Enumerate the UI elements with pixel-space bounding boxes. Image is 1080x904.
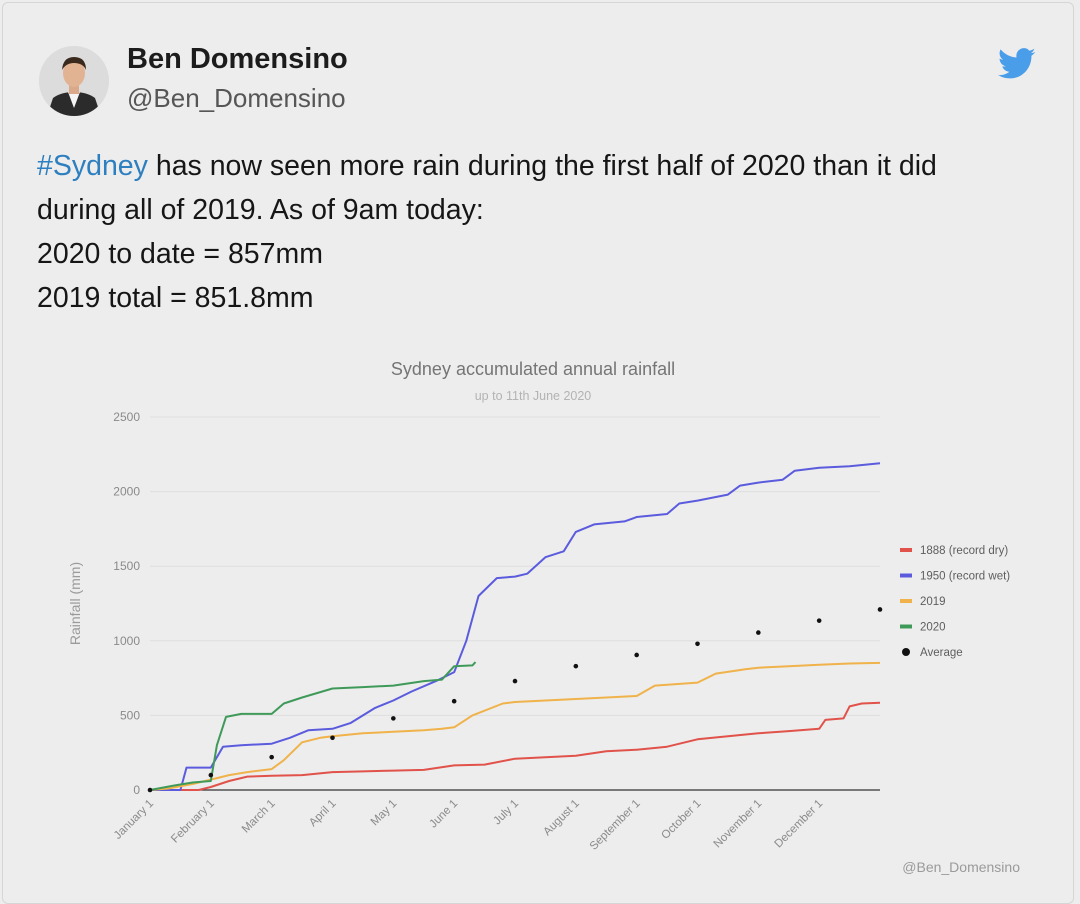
- x-tick-label: August 1: [541, 798, 582, 839]
- user-handle[interactable]: @Ben_Domensino: [127, 83, 346, 113]
- y-tick-label: 0: [133, 783, 140, 797]
- x-tick-label: January 1: [112, 798, 156, 842]
- x-tick-label: April 1: [307, 798, 339, 830]
- series-line-2019: [149, 661, 881, 791]
- average-point: [147, 787, 153, 793]
- average-point: [269, 754, 274, 760]
- legend-label: 1950 (record wet): [920, 571, 1010, 583]
- tweet-text: #Sydney has now seen more rain during th…: [37, 144, 1047, 320]
- average-point: [208, 772, 214, 778]
- x-tick-label: June 1: [427, 798, 460, 831]
- legend-label: Average: [920, 647, 963, 659]
- avatar[interactable]: [39, 46, 109, 116]
- legend-swatch: [902, 648, 910, 656]
- x-tick-label: October 1: [659, 798, 703, 842]
- legend-swatch: [900, 573, 912, 578]
- y-tick-label: 2500: [113, 410, 140, 424]
- tweet-line-3: 2020 to date = 857mm: [37, 238, 323, 270]
- y-tick-label: 2000: [113, 485, 140, 499]
- average-point: [695, 641, 700, 647]
- average-point: [512, 678, 518, 684]
- x-tick-label: November 1: [712, 798, 765, 851]
- chart-watermark: @Ben_Domensino: [902, 859, 1020, 875]
- chart-title: Sydney accumulated annual rainfall: [391, 359, 675, 379]
- average-point: [451, 698, 457, 704]
- twitter-bird-icon[interactable]: [998, 47, 1036, 81]
- tweet-line-2: during all of 2019. As of 9am today:: [37, 194, 484, 226]
- legend-label: 1888 (record dry): [920, 545, 1008, 557]
- x-tick-label: September 1: [588, 798, 643, 853]
- x-tick-label: July 1: [491, 798, 521, 828]
- y-axis-label: Rainfall (mm): [67, 562, 83, 645]
- x-tick-label: February 1: [169, 798, 217, 846]
- y-tick-label: 1000: [113, 634, 140, 648]
- legend-swatch: [900, 599, 912, 603]
- hashtag-link[interactable]: #Sydney: [37, 150, 148, 182]
- average-point: [391, 716, 396, 721]
- legend-swatch: [900, 624, 912, 629]
- average-point: [573, 663, 579, 669]
- tweet-line-4: 2019 total = 851.8mm: [37, 282, 314, 314]
- legend-label: 2020: [920, 622, 946, 634]
- rainfall-chart[interactable]: Sydney accumulated annual rainfall up to …: [0, 340, 1080, 899]
- legend-label: 2019: [920, 596, 946, 608]
- series-line-1950: [150, 462, 881, 791]
- chart-subtitle: up to 11th June 2020: [475, 389, 592, 403]
- average-point: [756, 630, 761, 635]
- average-point: [877, 607, 883, 612]
- x-tick-label: March 1: [240, 798, 278, 836]
- tweet-line-1-text: has now seen more rain during the first …: [147, 150, 937, 182]
- average-point: [634, 652, 639, 658]
- avatar-image: [39, 46, 109, 116]
- x-tick-label: December 1: [773, 798, 826, 851]
- average-point: [816, 618, 822, 623]
- series-line-1888: [150, 701, 881, 791]
- user-display-name[interactable]: Ben Domensino: [127, 43, 348, 75]
- average-point: [330, 735, 335, 741]
- y-tick-label: 1500: [113, 559, 140, 573]
- series-line-2020: [149, 661, 477, 791]
- x-tick-label: May 1: [369, 798, 400, 829]
- legend-swatch: [900, 548, 912, 552]
- tweet-line-1: #Sydney has now seen more rain during th…: [37, 144, 1047, 188]
- y-tick-label: 500: [120, 708, 140, 722]
